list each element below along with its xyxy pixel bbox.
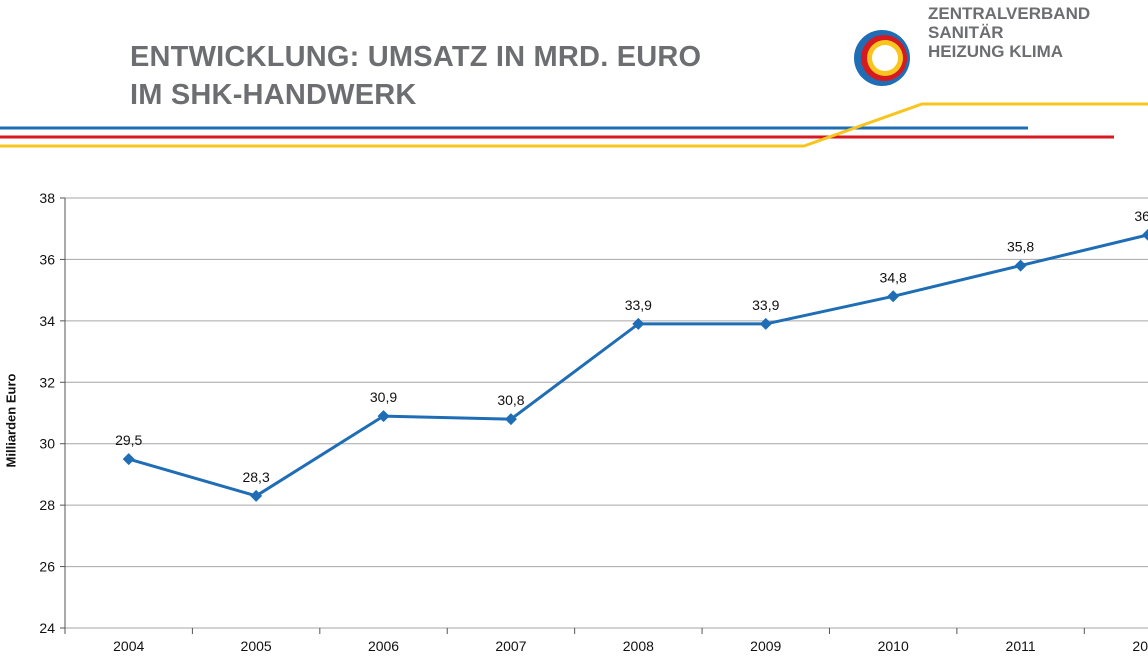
- zvshk-logo-icon: [854, 30, 910, 86]
- logo-text: ZENTRALVERBAND SANITÄR HEIZUNG KLIMA: [928, 4, 1090, 61]
- page-title-line-1: ENTWICKLUNG: UMSATZ IN MRD. EURO: [130, 41, 702, 73]
- data-point-marker: [632, 317, 645, 330]
- y-tick-label: 24: [39, 620, 55, 636]
- data-label: 33,9: [752, 297, 779, 313]
- x-tick-label: 2011: [1006, 638, 1036, 654]
- data-point-marker: [504, 413, 517, 426]
- y-tick-label: 28: [39, 497, 55, 513]
- x-tick-label: 2012: [1132, 638, 1148, 654]
- data-point-marker: [377, 410, 390, 423]
- line-chart: 24 26 28 30 32 34 36 38 2004 2005 2006 2007 2008 2009…: [39, 190, 1148, 654]
- series-line: [128, 233, 1148, 498]
- logo-text-line-1: ZENTRALVERBAND: [928, 4, 1091, 23]
- y-tick-label: 36: [39, 251, 55, 267]
- data-label: 36,8: [1134, 208, 1148, 224]
- x-tick-label: 2005: [241, 638, 272, 654]
- y-tick-label: 38: [39, 190, 55, 206]
- x-tick-label: 2008: [623, 638, 654, 654]
- data-point-marker: [759, 317, 772, 330]
- data-label: 29,5: [115, 432, 142, 448]
- x-tick-label: 2004: [113, 638, 144, 654]
- data-point-marker: [250, 489, 263, 502]
- data-label: 30,9: [370, 389, 397, 405]
- x-tick-label: 2007: [495, 638, 526, 654]
- data-point-marker: [887, 290, 900, 303]
- page-title-line-2: IM SHK-HANDWERK: [130, 79, 417, 111]
- data-point-marker: [122, 453, 135, 466]
- logo-text-line-3: HEIZUNG KLIMA: [928, 42, 1064, 61]
- data-label: 30,8: [497, 392, 524, 408]
- data-label: 28,3: [242, 469, 269, 485]
- y-tick-label: 34: [39, 313, 55, 329]
- page-title: ENTWICKLUNG: UMSATZ IN MRD. EURO IM SHK-…: [130, 38, 701, 114]
- x-tick-label: 2009: [750, 638, 781, 654]
- data-point-marker: [1142, 228, 1148, 241]
- data-label: 35,8: [1007, 239, 1034, 255]
- y-tick-label: 26: [39, 559, 55, 575]
- data-label: 33,9: [625, 297, 652, 313]
- x-tick-label: 2006: [368, 638, 399, 654]
- x-tick-label: 2010: [878, 638, 909, 654]
- y-tick-label: 30: [39, 436, 55, 452]
- data-label: 34,8: [880, 269, 907, 285]
- data-point-marker: [1014, 259, 1027, 272]
- y-tick-label: 32: [39, 374, 55, 390]
- logo-text-line-2: SANITÄR: [928, 23, 1004, 42]
